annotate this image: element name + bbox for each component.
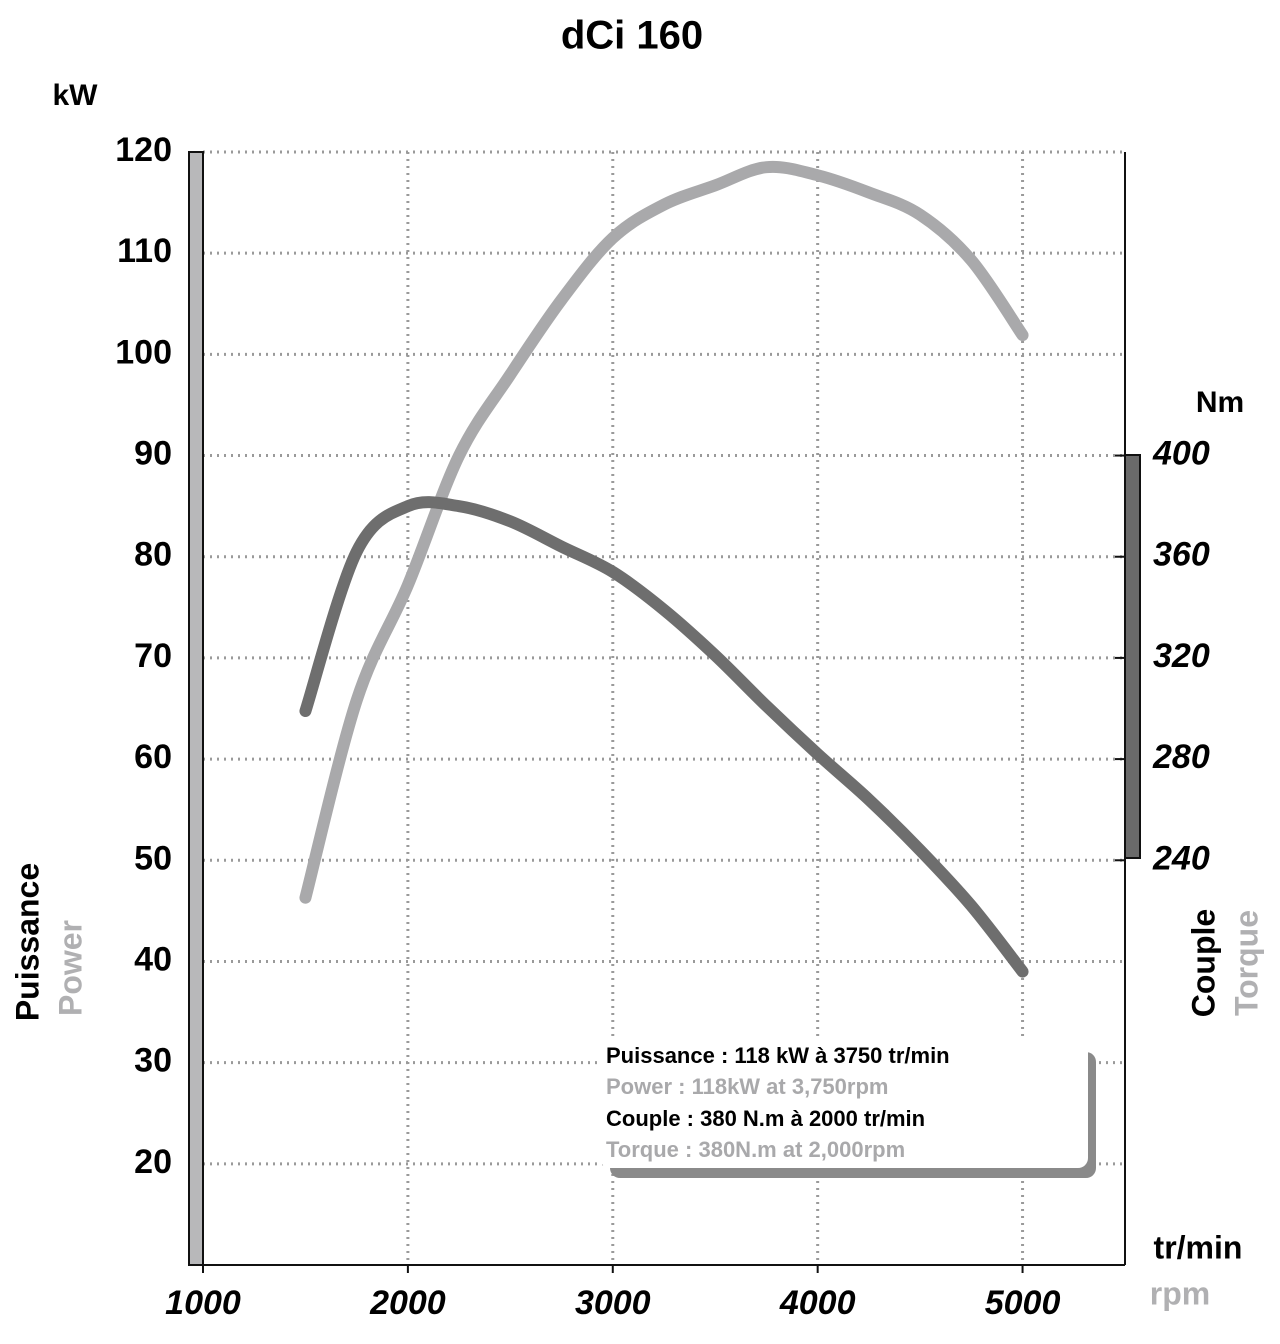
y-tick-label: 110 <box>117 232 172 270</box>
y-tick-label: 120 <box>115 131 172 169</box>
x-tick-label: 1000 <box>165 1284 241 1322</box>
y-tick-label: 20 <box>134 1143 172 1181</box>
y-tick-label: 80 <box>134 536 172 574</box>
annotation-background <box>600 1040 1088 1168</box>
y-axis-title: Puissance <box>9 863 45 1021</box>
y-tick-label: 50 <box>134 839 172 877</box>
right-axis-bar <box>1124 454 1141 859</box>
x-tick-label: 3000 <box>575 1284 651 1322</box>
x-tick-label: 2000 <box>369 1284 446 1322</box>
x-axis-unit: tr/min <box>1154 1229 1243 1265</box>
y2-tick-label: 240 <box>1152 839 1210 877</box>
annotation: Couple : 380 N.m à 2000 tr/min <box>606 1106 925 1131</box>
y-axis-unit: kW <box>53 79 99 112</box>
y-tick-label: 40 <box>134 940 172 978</box>
y-tick-label: 30 <box>134 1042 172 1080</box>
annotation: Torque : 380N.m at 2,000rpm <box>606 1137 905 1162</box>
y2-axis-unit: Nm <box>1196 386 1244 419</box>
x-axis-unit-en: rpm <box>1150 1275 1210 1311</box>
y-tick-label: 90 <box>134 435 172 473</box>
y2-tick-label: 400 <box>1152 435 1210 473</box>
y2-axis-title-en: Torque <box>1228 910 1264 1016</box>
annotation-box: Puissance : 118 kW à 3750 tr/min Power :… <box>600 1040 1096 1178</box>
y2-tick-label: 280 <box>1152 738 1210 776</box>
series-line <box>299 496 1029 978</box>
y2-tick-label: 360 <box>1153 536 1210 574</box>
annotation: Power : 118kW at 3,750rpm <box>606 1074 888 1099</box>
frame <box>188 151 1141 1266</box>
y2-axis-title: Couple <box>1185 909 1221 1017</box>
left-axis-bar <box>188 151 204 1266</box>
lines <box>299 160 1029 978</box>
series-line <box>299 160 1029 904</box>
chart-title: dCi 160 <box>561 14 703 58</box>
y-axis-title-en: Power <box>52 920 88 1016</box>
x-tick-label: 4000 <box>779 1284 856 1322</box>
y-tick-label: 60 <box>134 738 172 776</box>
y-tick-label: 100 <box>115 333 172 371</box>
annotation: Puissance : 118 kW à 3750 tr/min <box>606 1043 950 1068</box>
y-tick-label: 70 <box>134 637 172 675</box>
x-tick-label: 5000 <box>985 1284 1061 1322</box>
y2-tick-label: 320 <box>1153 637 1210 675</box>
